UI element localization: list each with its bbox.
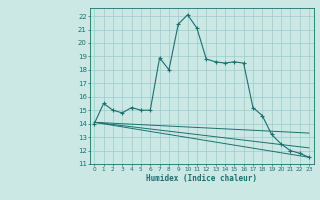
X-axis label: Humidex (Indice chaleur): Humidex (Indice chaleur)	[146, 174, 257, 183]
